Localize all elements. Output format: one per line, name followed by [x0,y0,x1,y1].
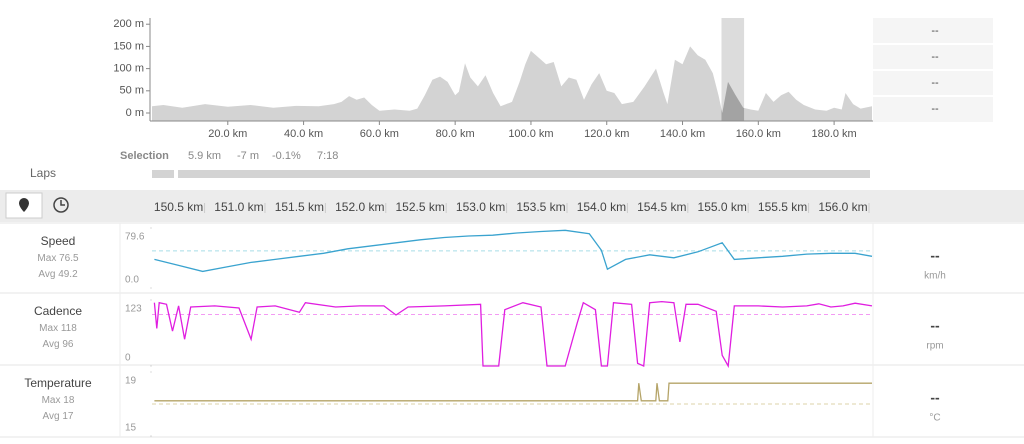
y-tick-label: 15 [125,423,137,434]
x-tick-label: 100.0 km [508,128,553,140]
unit-label: rpm [926,341,943,352]
y-tick-label: 200 m [113,18,144,30]
metric-name: Cadence [34,304,82,318]
stat-value: 18 [63,395,75,406]
y-tick-label: 79.6 [125,232,145,243]
selection-stat: -0.1% [272,150,301,162]
metric-stat: Max 18 [42,395,75,406]
metric-stat: Avg 17 [43,411,74,422]
laps-label: Laps [30,166,56,180]
summary-value: -- [931,77,939,89]
metric-stat: Avg 49.2 [38,269,78,280]
y-tick-label: 0.0 [125,275,139,286]
stat-label: Max [42,395,61,406]
x-tick-label: 155.5 km [758,200,807,214]
stat-value: 17 [62,411,74,422]
y-tick-label: 19 [125,376,137,387]
x-tick-label: 160.0 km [736,128,781,140]
x-tick-label: 151.0 km [214,200,263,214]
stat-label: Avg [43,411,60,422]
x-tick-label: 153.5 km [516,200,565,214]
elevation-area [152,46,872,121]
lap-bar[interactable] [152,170,174,178]
selection-label: Selection [120,150,169,162]
current-value: -- [930,248,940,264]
stat-value: 76.5 [59,253,79,264]
metric-stat: Avg 96 [43,339,74,350]
y-tick-label: 50 m [120,85,144,97]
x-tick-label: 154.5 km [637,200,686,214]
x-tick-label: 60.0 km [360,128,399,140]
series-line [153,300,873,369]
current-value: -- [930,318,940,334]
summary-value: -- [931,25,939,37]
lap-bar[interactable] [178,170,870,178]
selection-stat: -7 m [237,150,259,162]
y-tick-label: 100 m [113,63,144,75]
selection-stat: 5.9 km [188,150,221,162]
metric-name: Temperature [24,376,92,390]
stat-label: Avg [38,269,55,280]
elevation-area-selected [721,81,745,121]
x-tick-label: 151.5 km [275,200,324,214]
clock-hands [60,200,65,206]
current-value: -- [930,390,940,406]
stat-value: 118 [61,323,77,334]
x-tick-label: 120.0 km [584,128,629,140]
series-line [154,382,872,402]
x-tick-label: 154.0 km [577,200,626,214]
x-tick-label: 80.0 km [436,128,475,140]
series-line [154,229,873,273]
x-tick-label: 156.0 km [818,200,867,214]
y-tick-label: 0 m [126,107,144,119]
y-tick-label: 0 [125,353,131,364]
stat-label: Max [39,323,58,334]
x-tick-label: 150.5 km [154,200,203,214]
unit-label: °C [929,413,940,424]
y-tick-label: 123 [125,304,142,315]
summary-value: -- [931,103,939,115]
x-tick-label: 152.0 km [335,200,384,214]
selection-stat: 7:18 [317,150,338,162]
x-tick-label: 153.0 km [456,200,505,214]
stat-label: Max [37,253,56,264]
metric-name: Speed [41,234,76,248]
x-tick-label: 20.0 km [208,128,247,140]
summary-value: -- [931,51,939,63]
stat-value: 49.2 [58,269,78,280]
x-tick-label: 40.0 km [284,128,323,140]
button-bg [5,192,43,219]
x-tick-label: 155.0 km [698,200,747,214]
time-button[interactable] [53,197,69,213]
pin-icon [19,198,29,212]
x-tick-label: 152.5 km [396,200,445,214]
stat-label: Avg [43,339,60,350]
toolbar [0,190,1024,222]
x-tick-label: 180.0 km [811,128,856,140]
clock-icon [53,197,69,213]
stat-value: 96 [62,339,74,350]
y-tick-label: 150 m [113,40,144,52]
unit-label: km/h [924,271,946,282]
metric-stat: Max 76.5 [37,253,79,264]
x-tick-label: 140.0 km [660,128,705,140]
metric-stat: Max 118 [39,323,77,334]
distance-button[interactable] [5,192,43,219]
